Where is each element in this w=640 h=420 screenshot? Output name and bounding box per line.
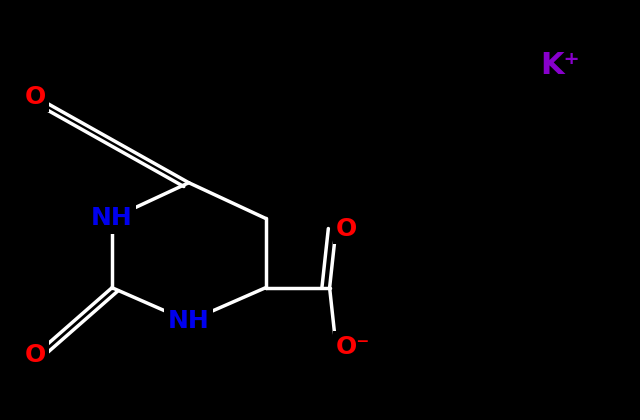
- Text: O: O: [336, 217, 357, 241]
- Text: O: O: [24, 343, 46, 367]
- Text: O⁻: O⁻: [336, 334, 371, 359]
- Text: NH: NH: [91, 206, 133, 231]
- Text: O: O: [24, 84, 46, 109]
- Text: NH: NH: [168, 309, 210, 333]
- Text: K⁺: K⁺: [540, 50, 580, 80]
